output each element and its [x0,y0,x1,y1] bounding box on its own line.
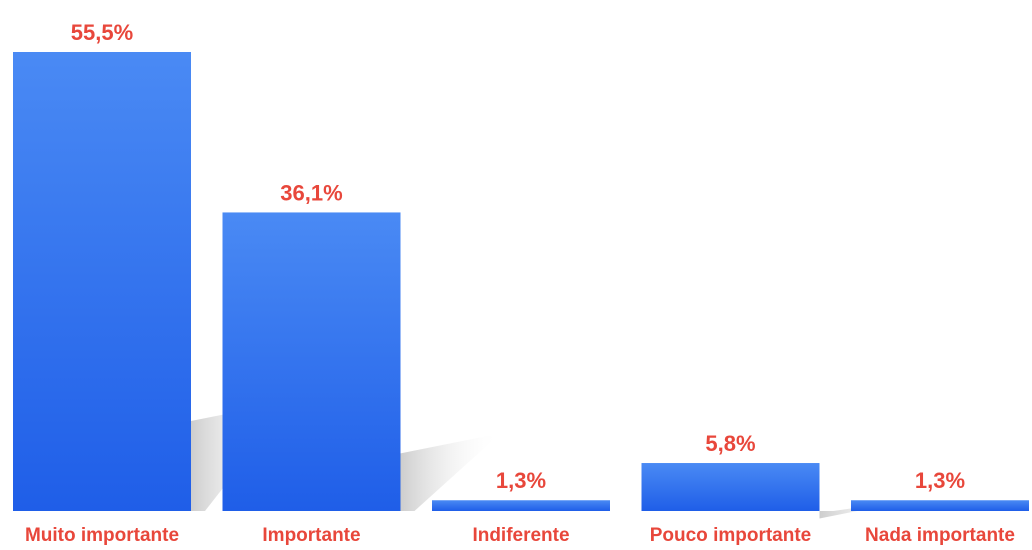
bar-importante [222,212,401,511]
category-label-indiferente: Indiferente [472,525,569,546]
category-labels: Muito importante Importante Indiferente Pou… [25,525,1015,546]
value-label-nada-importante: 1,3% [915,468,965,493]
bar-indiferente [432,500,610,511]
value-labels: 55,5% 36,1% 1,3% 5,8% 1,3% [71,20,965,493]
category-label-nada-importante: Nada importante [865,525,1015,546]
value-label-importante: 36,1% [280,180,342,205]
bar-nada-importante [851,500,1029,511]
category-label-importante: Importante [262,525,360,546]
value-label-muito-importante: 55,5% [71,20,133,45]
bar-muito-importante [13,52,191,511]
bar-pouco-importante [641,463,820,511]
bar-shadow-importante [400,433,501,511]
category-label-muito-importante: Muito importante [25,525,179,546]
category-label-pouco-importante: Pouco importante [650,525,812,546]
value-label-indiferente: 1,3% [496,468,546,493]
bars [13,52,1029,511]
value-label-pouco-importante: 5,8% [705,431,755,456]
